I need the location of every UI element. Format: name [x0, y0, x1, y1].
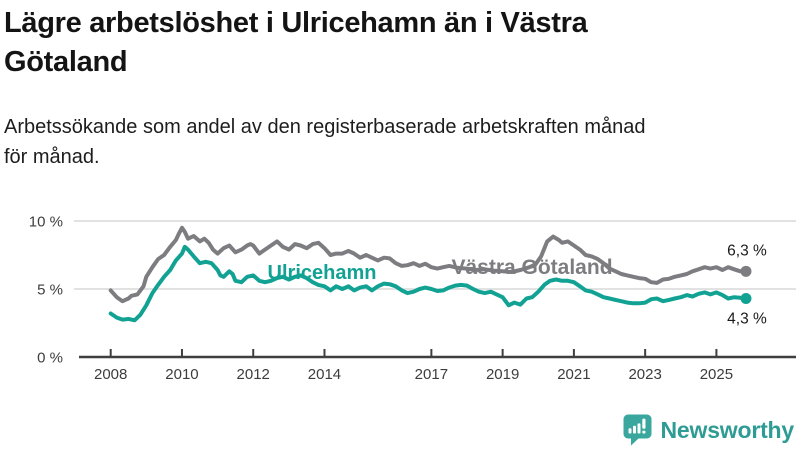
series-end-dot: [740, 293, 752, 305]
chart-subtitle: Arbetssökande som andel av den registerb…: [4, 112, 774, 172]
y-tick-label: 5 %: [37, 282, 63, 299]
series-line-ulricehamn: [108, 244, 748, 323]
page-title: Lägre arbetslöshet i Ulricehamn än i Väs…: [4, 4, 754, 82]
series-end-dot: [740, 265, 752, 277]
title-line-1: Lägre arbetslöshet i Ulricehamn än i Väs…: [4, 7, 588, 39]
x-tick-label: 2023: [628, 366, 661, 383]
x-tick-label: 2019: [486, 366, 519, 383]
series-label: Västra Götaland: [451, 256, 612, 279]
x-tick-label: 2021: [557, 366, 590, 383]
x-tick-label: 2008: [94, 366, 127, 383]
series-line-v-stra-g-taland: [108, 225, 748, 304]
end-value-label: 4,3 %: [727, 311, 767, 328]
x-tick-label: 2017: [415, 366, 448, 383]
y-tick-label: 10 %: [29, 214, 63, 231]
newsworthy-logo-icon: [623, 414, 652, 446]
series-labels: Västra Götaland Ulricehamn 6,3 % 4,3 %: [268, 242, 767, 327]
subtitle-line-2: för månad.: [4, 146, 100, 168]
y-tick-label: 0 %: [37, 350, 63, 367]
title-line-2: Götaland: [4, 45, 128, 78]
newsworthy-logo[interactable]: Newsworthy: [623, 414, 794, 446]
subtitle-line-1: Arbetssökande som andel av den registerb…: [4, 116, 646, 138]
y-axis-labels: 10 % 5 % 0 %: [29, 214, 63, 367]
newsworthy-wordmark: Newsworthy: [660, 416, 795, 443]
series-label: Ulricehamn: [268, 262, 377, 284]
x-axis: 2008 2010 2012 2014 2017 2019 2021 2023 2025: [79, 349, 796, 383]
line-chart: 10 %5 %0 % 2008 2010 2012 2014 2017 2019 2021 2…: [29, 214, 796, 383]
x-tick-label: 2014: [308, 366, 341, 383]
x-tick-label: 2012: [237, 366, 270, 383]
logo-bars-icon: [628, 418, 646, 434]
x-tick-label: 2010: [165, 366, 198, 383]
end-value-label: 6,3 %: [727, 242, 767, 259]
x-tick-label: 2025: [700, 366, 733, 383]
series-lines: [108, 225, 752, 323]
